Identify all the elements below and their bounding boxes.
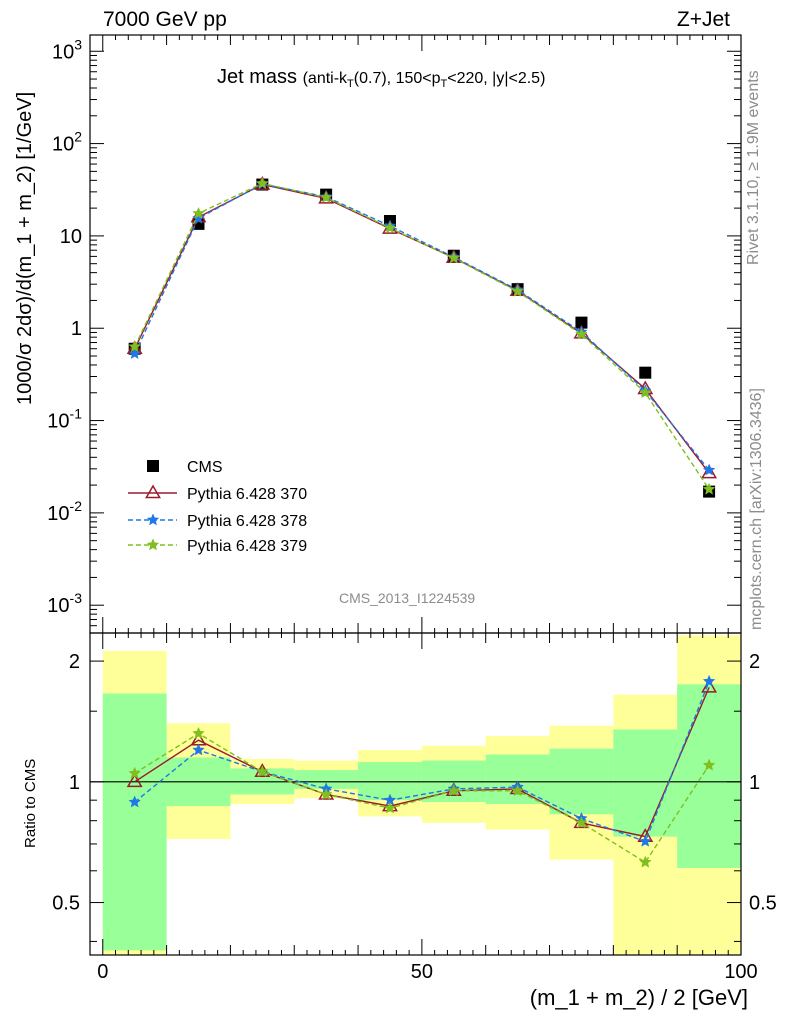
ratio-370-point (126, 773, 143, 788)
cms-data-point (575, 316, 588, 329)
legend-cms-marker (147, 460, 159, 472)
ratio-band-green (102, 693, 167, 951)
pythia-star-point (383, 221, 397, 234)
main-ytick-label: 10-3 (47, 590, 82, 617)
ratio-plot-frame (89, 632, 742, 956)
pythia-star-point (447, 251, 461, 264)
pythia-star-point (255, 176, 269, 189)
plot-title-main: Jet mass (217, 66, 298, 88)
pythia-star-point (702, 463, 716, 476)
ratio-band-green (613, 729, 678, 837)
ratio-star-point (319, 787, 333, 800)
ratio-ytick-label-right: 2 (749, 651, 760, 673)
legend-label: CMS (187, 459, 223, 476)
ratio-ytick-label: 2 (69, 651, 80, 673)
legend: CMS Pythia 6.428 370 Pythia 6.428 378 Pythi… (128, 459, 307, 555)
ratio-star-point (255, 765, 269, 778)
main-ytick-label: 10-1 (47, 406, 82, 433)
pythia-star-point (511, 284, 524, 297)
ratio-band-green (485, 754, 550, 805)
x-axis-label: (m_1 + m_2) / 2 [GeV] (529, 985, 748, 1010)
main-ytick-label: 103 (52, 36, 82, 63)
main-ylabel: 1000/σ 2dσ)/d(m_1 + m_2) [1/GeV] (14, 91, 36, 405)
ratio-ytick-label: 0.5 (52, 893, 80, 915)
ratio-star-point (575, 816, 588, 829)
pythia-star-point (319, 190, 333, 203)
plot-title: Jet mass (anti-kT(0.7), 150<pT<220, |y|<… (217, 66, 545, 90)
x-tick-label: 50 (411, 961, 433, 983)
legend-star-marker (146, 538, 160, 551)
main-ytick-label: 10 (60, 226, 82, 248)
main-series-pythia-6-428-379 (128, 176, 716, 495)
ratio-star-point (702, 758, 716, 771)
plot-title-detail-c: <220, |y|<2.5) (447, 70, 546, 87)
ratio-star-point (192, 726, 205, 739)
ratio-ytick-label: 1 (69, 772, 80, 794)
ratio-star-point (128, 795, 142, 808)
main-ytick-label: 1 (71, 318, 82, 340)
header-energy: 7000 GeV pp (103, 8, 227, 31)
main-ytick-label: 102 (52, 129, 82, 156)
main-series-line (134, 183, 710, 471)
main-ytick-label: 10-2 (47, 498, 82, 525)
legend-label: Pythia 6.428 370 (187, 486, 307, 503)
x-tick-label: 0 (97, 961, 108, 983)
ratio-ytick-label-right: 1 (749, 772, 760, 794)
plot-title-detail-sub-1: T (347, 78, 354, 91)
plot-title-detail-sub-2: T (440, 78, 448, 91)
legend-label: Pythia 6.428 378 (187, 513, 307, 530)
pythia-370-point (701, 464, 718, 479)
ratio-series-pythia-6-428-379 (128, 726, 716, 868)
pythia-star-point (702, 482, 716, 495)
plot-title-detail-b: (0.7), 150<p (353, 70, 441, 87)
ratio-band-green (677, 684, 741, 868)
pythia-star-point (638, 386, 652, 399)
rivet-version-label: Rivet 3.1.10, ≥ 1.9M events (745, 70, 762, 265)
ratio-series-line (134, 681, 710, 843)
ratio-star-point (383, 801, 397, 814)
ratio-ytick-label-right: 0.5 (749, 893, 777, 915)
cms-data-point (639, 366, 652, 379)
ratio-star-point (638, 834, 652, 847)
pythia-star-point (128, 340, 142, 353)
ratio-star-point (128, 766, 142, 779)
main-series-line (134, 182, 710, 490)
x-tick-label: 100 (724, 961, 757, 983)
ratio-series-line (134, 732, 710, 864)
pythia-star-point (575, 327, 588, 340)
ratio-ylabel: Ratio to CMS (22, 758, 39, 848)
mcplots-label: mcplots.cern.ch [arXiv:1306.3436] (748, 388, 765, 630)
legend-label: Pythia 6.428 379 (187, 538, 307, 555)
ratio-star-point (511, 784, 524, 797)
ratio-star-point (702, 674, 716, 687)
plot-title-detail-a: (anti-k (302, 70, 348, 87)
ratio-band-green (294, 770, 359, 789)
main-series-line (134, 183, 710, 474)
ratio-star-point (192, 743, 205, 756)
legend-star-marker (146, 513, 160, 526)
main-series-cms (128, 178, 716, 498)
ratio-star-point (638, 855, 652, 868)
ratio-star-point (447, 784, 461, 797)
watermark-analysis-id: CMS_2013_I1224539 (339, 590, 476, 606)
pythia-star-point (192, 206, 205, 219)
main-series-pythia-6-428-378 (128, 177, 716, 476)
legend-triangle-marker (145, 484, 161, 499)
header-process: Z+Jet (676, 8, 730, 31)
main-series-pythia-6-428-370 (126, 176, 718, 479)
pythia-star-point (128, 347, 142, 360)
